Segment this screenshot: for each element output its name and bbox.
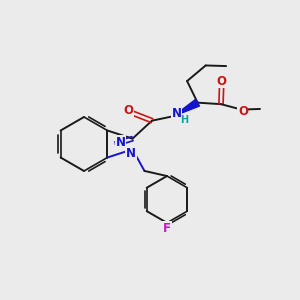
Text: O: O <box>123 104 133 117</box>
Text: O: O <box>238 105 248 118</box>
Text: F: F <box>163 222 171 235</box>
Text: H: H <box>180 115 188 125</box>
Polygon shape <box>174 99 200 116</box>
Text: N: N <box>126 147 136 160</box>
Text: O: O <box>217 75 226 88</box>
Text: N: N <box>116 136 126 149</box>
Text: N: N <box>172 107 182 120</box>
